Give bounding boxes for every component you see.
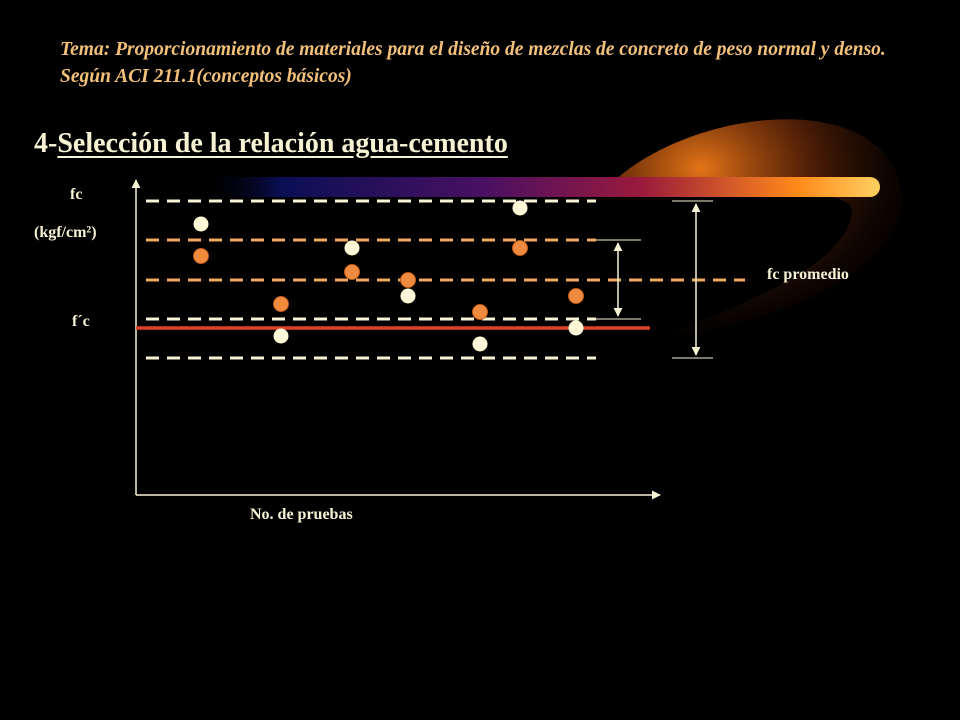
test-point xyxy=(193,216,209,232)
slide-heading: 4-Selección de la relación agua-cemento xyxy=(34,128,508,160)
test-point xyxy=(568,288,584,304)
test-point xyxy=(400,288,416,304)
test-point xyxy=(344,240,360,256)
test-point xyxy=(400,272,416,288)
inner-range-indicator xyxy=(596,239,641,320)
decorative-swoosh xyxy=(200,119,903,340)
y-axis-label: fc xyxy=(70,186,83,203)
test-point xyxy=(344,264,360,280)
test-point xyxy=(472,304,488,320)
fc-average-label: fc promedio xyxy=(767,266,849,283)
heading-text: Selección de la relación agua-cemento xyxy=(57,128,508,159)
test-point xyxy=(273,328,289,344)
y-axis-units: (kgf/cm²) xyxy=(34,224,97,241)
heading-number: 4- xyxy=(34,128,58,159)
slide-topic: Tema: Proporcionamiento de materiales pa… xyxy=(60,39,886,87)
test-point xyxy=(472,336,488,352)
test-point xyxy=(273,296,289,312)
test-points xyxy=(193,200,584,352)
fc-spec-label: f´c xyxy=(72,313,90,330)
test-point xyxy=(512,200,528,216)
test-point xyxy=(193,248,209,264)
test-point xyxy=(512,240,528,256)
test-point xyxy=(568,320,584,336)
x-axis-label: No. de pruebas xyxy=(250,506,353,523)
outer-range-indicator xyxy=(672,200,713,359)
